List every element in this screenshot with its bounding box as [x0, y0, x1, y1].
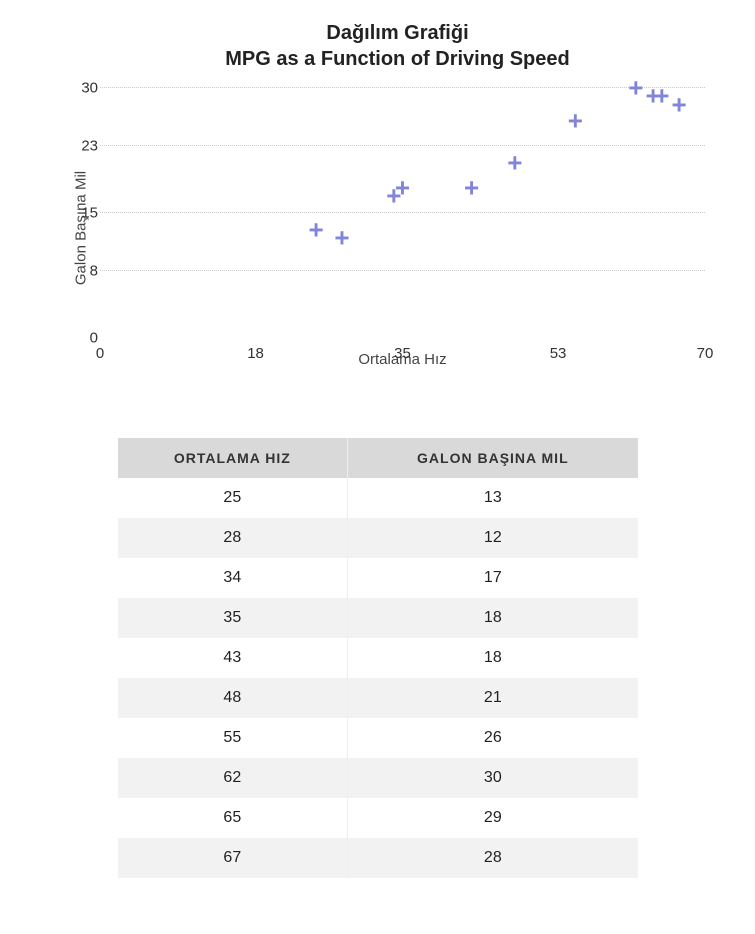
table-cell: 65 — [118, 798, 348, 838]
gridline — [100, 270, 705, 271]
table-cell: 17 — [348, 558, 638, 598]
table-cell: 18 — [348, 598, 638, 638]
table-cell: 30 — [348, 758, 638, 798]
y-tick: 30 — [70, 80, 98, 97]
table-row: 6529 — [118, 798, 638, 838]
table-cell: 28 — [118, 518, 348, 558]
y-tick: 23 — [70, 138, 98, 155]
x-tick: 18 — [247, 345, 264, 362]
table-cell: 12 — [348, 518, 638, 558]
data-point: + — [334, 223, 349, 254]
table-cell: 67 — [118, 838, 348, 878]
table-row: 5526 — [118, 718, 638, 758]
table-cell: 43 — [118, 638, 348, 678]
table-cell: 34 — [118, 558, 348, 598]
x-tick: 70 — [697, 345, 714, 362]
table-cell: 25 — [118, 478, 348, 518]
data-point: + — [671, 89, 686, 120]
col-header-mpg: GALON BAŞINA MIL — [348, 438, 638, 478]
gridline — [100, 212, 705, 213]
chart-title-line2: MPG as a Function of Driving Speed — [225, 48, 569, 70]
chart-title-line1: Dağılım Grafiği — [326, 22, 468, 44]
y-tick: 8 — [70, 263, 98, 280]
data-point: + — [395, 173, 410, 204]
gridline — [100, 145, 705, 146]
table-cell: 13 — [348, 478, 638, 518]
x-tick: 53 — [550, 345, 567, 362]
table-row: 6230 — [118, 758, 638, 798]
table-row: 2812 — [118, 518, 638, 558]
table-row: 2513 — [118, 478, 638, 518]
chart-title: Dağılım Grafiği MPG as a Function of Dri… — [60, 20, 735, 72]
table-row: 4318 — [118, 638, 638, 678]
chart-area: Galon Başına Mil Ortalama Hız ++++++++++… — [30, 78, 735, 378]
data-point: + — [507, 148, 522, 179]
x-tick: 35 — [394, 345, 411, 362]
y-tick: 0 — [70, 330, 98, 347]
table-cell: 62 — [118, 758, 348, 798]
table-cell: 29 — [348, 798, 638, 838]
data-point: + — [568, 106, 583, 137]
table-row: 3518 — [118, 598, 638, 638]
table-cell: 21 — [348, 678, 638, 718]
table-header: ORTALAMA HIZ GALON BAŞINA MIL — [118, 438, 638, 478]
data-point: + — [654, 81, 669, 112]
table-cell: 18 — [348, 638, 638, 678]
table-row: 3417 — [118, 558, 638, 598]
table-cell: 48 — [118, 678, 348, 718]
x-tick: 0 — [96, 345, 104, 362]
table-cell: 28 — [348, 838, 638, 878]
col-header-speed: ORTALAMA HIZ — [118, 438, 348, 478]
y-tick: 15 — [70, 205, 98, 222]
table-row: 4821 — [118, 678, 638, 718]
table-cell: 35 — [118, 598, 348, 638]
data-point: + — [628, 73, 643, 104]
table-cell: 26 — [348, 718, 638, 758]
scatter-chart: Dağılım Grafiği MPG as a Function of Dri… — [20, 20, 735, 378]
data-point: + — [308, 214, 323, 245]
table-body: 2513281234173518431848215526623065296728 — [118, 478, 638, 878]
table-cell: 55 — [118, 718, 348, 758]
data-table: ORTALAMA HIZ GALON BAŞINA MIL 2513281234… — [118, 438, 638, 878]
table-row: 6728 — [118, 838, 638, 878]
plot-region: Ortalama Hız +++++++++++ — [100, 88, 705, 338]
data-point: + — [464, 173, 479, 204]
gridline — [100, 87, 705, 88]
